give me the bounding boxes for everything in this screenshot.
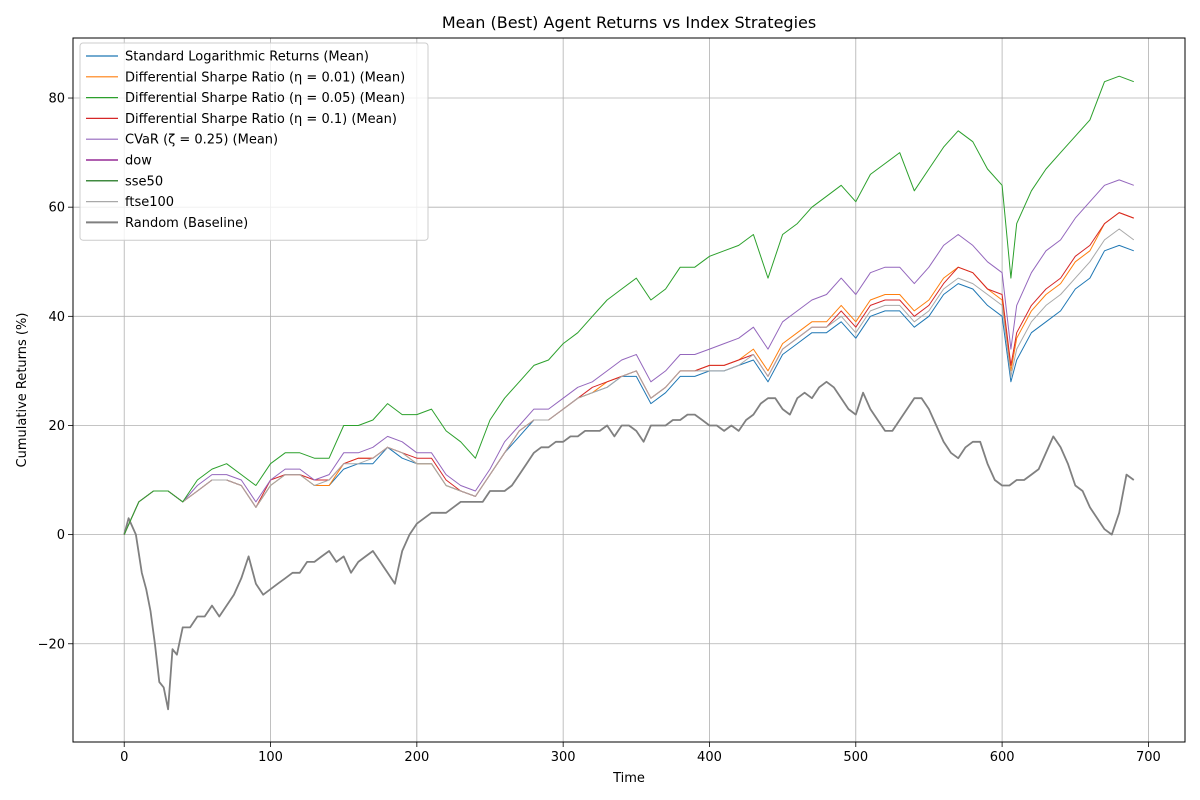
series-line-2 [123, 75, 1134, 535]
y-tick-label: 60 [48, 201, 65, 216]
legend-box [79, 42, 429, 241]
legend-label: sse50 [125, 174, 163, 189]
y-tick-label: 80 [48, 92, 65, 107]
y-tick-label: 20 [48, 419, 65, 434]
x-tick-label: 300 [551, 750, 576, 765]
series-line-8 [123, 380, 1135, 711]
legend-label: Differential Sharpe Ratio (η = 0.1) (Mea… [125, 112, 397, 127]
x-tick-label: 600 [990, 750, 1015, 765]
legend-label: CVaR (ζ = 0.25) (Mean) [125, 133, 278, 148]
series-layer [123, 75, 1135, 711]
x-tick-label: 100 [258, 750, 283, 765]
x-axis-label: Time [612, 771, 645, 786]
x-tick-label: 400 [697, 750, 722, 765]
y-tick-label: 40 [48, 310, 65, 325]
y-tick-label: −20 [38, 637, 65, 652]
legend-label: Differential Sharpe Ratio (η = 0.01) (Me… [125, 70, 405, 85]
legend-label: Standard Logarithmic Returns (Mean) [125, 50, 369, 65]
x-tick-label: 200 [404, 750, 429, 765]
y-tick-label: 0 [57, 528, 65, 543]
axis-ticks: 0 100 200 300 400 500 600 700 −20 0 20 40 60 80 [38, 92, 1161, 765]
x-tick-label: 700 [1136, 750, 1161, 765]
x-tick-label: 0 [120, 750, 128, 765]
x-tick-label: 500 [843, 750, 868, 765]
legend-label: Random (Baseline) [125, 216, 248, 231]
plot-frame [72, 37, 1186, 743]
legend-label: Differential Sharpe Ratio (η = 0.05) (Me… [125, 91, 405, 106]
legend-label: ftse100 [125, 195, 174, 210]
chart-title: Mean (Best) Agent Returns vs Index Strat… [442, 13, 816, 32]
legend: Standard Logarithmic Returns (Mean) Diffe… [79, 42, 429, 241]
legend-label: dow [125, 154, 152, 169]
series-line-7 [123, 228, 1135, 535]
series-line-4 [123, 179, 1134, 535]
y-axis-label: Cumulative Returns (%) [15, 313, 30, 468]
